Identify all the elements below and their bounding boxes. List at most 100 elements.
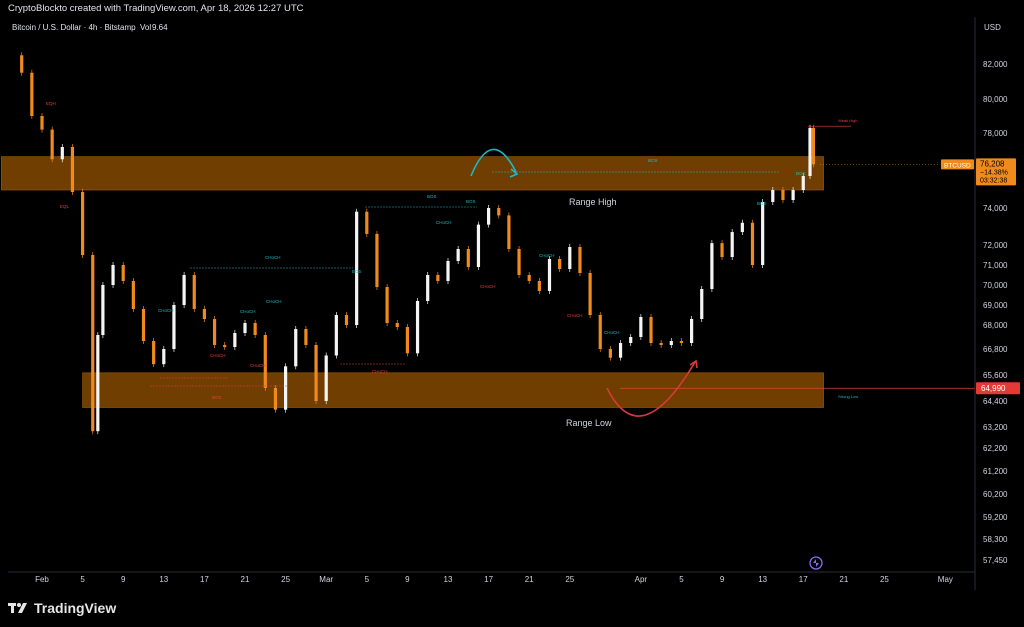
candle	[487, 208, 491, 225]
candle	[730, 232, 734, 257]
y-tick-label: 66,800	[983, 345, 1008, 354]
y-tick-label: 64,400	[983, 397, 1008, 406]
y-tick-label: 74,000	[983, 204, 1008, 213]
zone-range-high	[1, 156, 824, 191]
candle	[273, 388, 278, 410]
y-tick-label: 78,000	[983, 129, 1008, 138]
candle	[365, 211, 369, 234]
x-tick-label: 5	[365, 575, 370, 584]
candle	[801, 176, 805, 190]
arrow-curve-up	[470, 148, 517, 177]
candle	[162, 349, 166, 365]
x-tick-label: 9	[405, 575, 410, 584]
arrow-curve-low	[606, 361, 696, 417]
zones-layer	[1, 156, 824, 408]
y-tick-label: 65,600	[983, 371, 1008, 380]
candle	[537, 281, 541, 291]
candle	[233, 333, 237, 347]
candle	[91, 255, 95, 432]
candle	[740, 222, 744, 233]
candle	[808, 127, 812, 176]
candle	[111, 265, 115, 285]
candle	[466, 249, 470, 267]
candle	[811, 127, 815, 165]
candle	[243, 323, 247, 333]
candle	[263, 335, 267, 388]
y-tick-label: 80,000	[983, 95, 1008, 104]
x-tick-label: 25	[880, 575, 889, 584]
x-tick-label: May	[938, 575, 953, 584]
candle	[761, 202, 765, 265]
candle	[558, 259, 562, 269]
price-chart[interactable]: Range High Range Low Weak High Strong Low BO…	[0, 0, 1024, 590]
y-tick-label: 72,000	[983, 241, 1008, 250]
candle	[50, 129, 54, 160]
candle	[568, 247, 572, 269]
bos-marker: BOS	[466, 199, 476, 204]
choch-marker: CHoCH	[240, 309, 256, 314]
candle	[355, 211, 359, 325]
candle	[618, 343, 623, 358]
candle	[20, 55, 24, 73]
weak-high-label: Weak High	[838, 118, 858, 123]
x-tick-label: 13	[159, 575, 168, 584]
choch-marker: CHoCH	[210, 353, 226, 358]
eqh-marker: EQH	[46, 101, 56, 106]
marked-level-value: 64,990	[981, 384, 1006, 393]
x-tick-label: 25	[565, 575, 574, 584]
candle	[172, 305, 176, 349]
y-tick-label: 61,200	[983, 467, 1008, 476]
watermark-icon	[809, 556, 823, 570]
currency-label[interactable]: USD	[984, 23, 1001, 32]
candle	[152, 341, 156, 365]
candle	[334, 315, 338, 356]
range-low-label: Range Low	[566, 418, 612, 428]
candle	[81, 192, 85, 255]
annotations-layer: Range High Range Low Weak High Strong Low BO…	[46, 101, 975, 428]
candle	[405, 327, 409, 354]
candle	[426, 275, 430, 301]
candle	[375, 233, 379, 287]
bos-marker: BOS	[796, 171, 806, 176]
candle	[446, 261, 450, 281]
last-price-change: −14.38%	[980, 169, 1008, 176]
attribution-text: CryptoBlockto created with TradingView.c…	[8, 3, 304, 14]
candle	[395, 323, 399, 327]
x-tick-label: 17	[484, 575, 493, 584]
marked-level-tag	[976, 382, 1020, 395]
symbol-info[interactable]: Bitcoin / U.S. Dollar · 4h · Bitstamp	[12, 23, 136, 32]
x-tick-label: 5	[679, 575, 684, 584]
candle	[344, 315, 349, 325]
candle	[629, 337, 633, 343]
choch-marker: CHoCH	[372, 369, 388, 374]
choch-marker: CHoCH	[250, 363, 266, 368]
bos-marker: BOS	[757, 201, 767, 206]
x-tick-label: 21	[839, 575, 848, 584]
tradingview-logo-text: TradingView	[34, 600, 117, 616]
choch-marker: CHoCH	[480, 284, 496, 289]
y-axis: 82,00080,00078,00076,00074,00072,00071,0…	[983, 60, 1008, 565]
y-axis-panel[interactable]	[975, 17, 1024, 590]
x-tick-label: 25	[281, 575, 290, 584]
bos-marker: BOS	[648, 158, 658, 163]
candle	[284, 366, 288, 410]
candle	[212, 319, 217, 345]
candle	[649, 317, 653, 343]
price-tags: BTCUSD 76,208−14.38%03:32:38 64,990	[820, 158, 1020, 395]
y-tick-label: 82,000	[983, 60, 1008, 69]
volume-value: 9.64	[152, 23, 168, 32]
choch-marker: CHoCH	[567, 313, 583, 318]
candle	[588, 273, 592, 315]
chart-background	[0, 17, 1024, 590]
candle	[700, 289, 704, 319]
x-tick-label: 13	[444, 575, 453, 584]
candle	[30, 72, 34, 116]
y-tick-label: 58,300	[983, 535, 1008, 544]
price-layer	[20, 52, 815, 435]
tradingview-logo[interactable]: TradingView	[8, 600, 116, 616]
candle	[415, 301, 420, 354]
candle	[527, 275, 531, 281]
y-tick-label: 69,000	[983, 301, 1008, 310]
bos-marker: BOS	[352, 269, 362, 274]
candle	[304, 329, 308, 345]
